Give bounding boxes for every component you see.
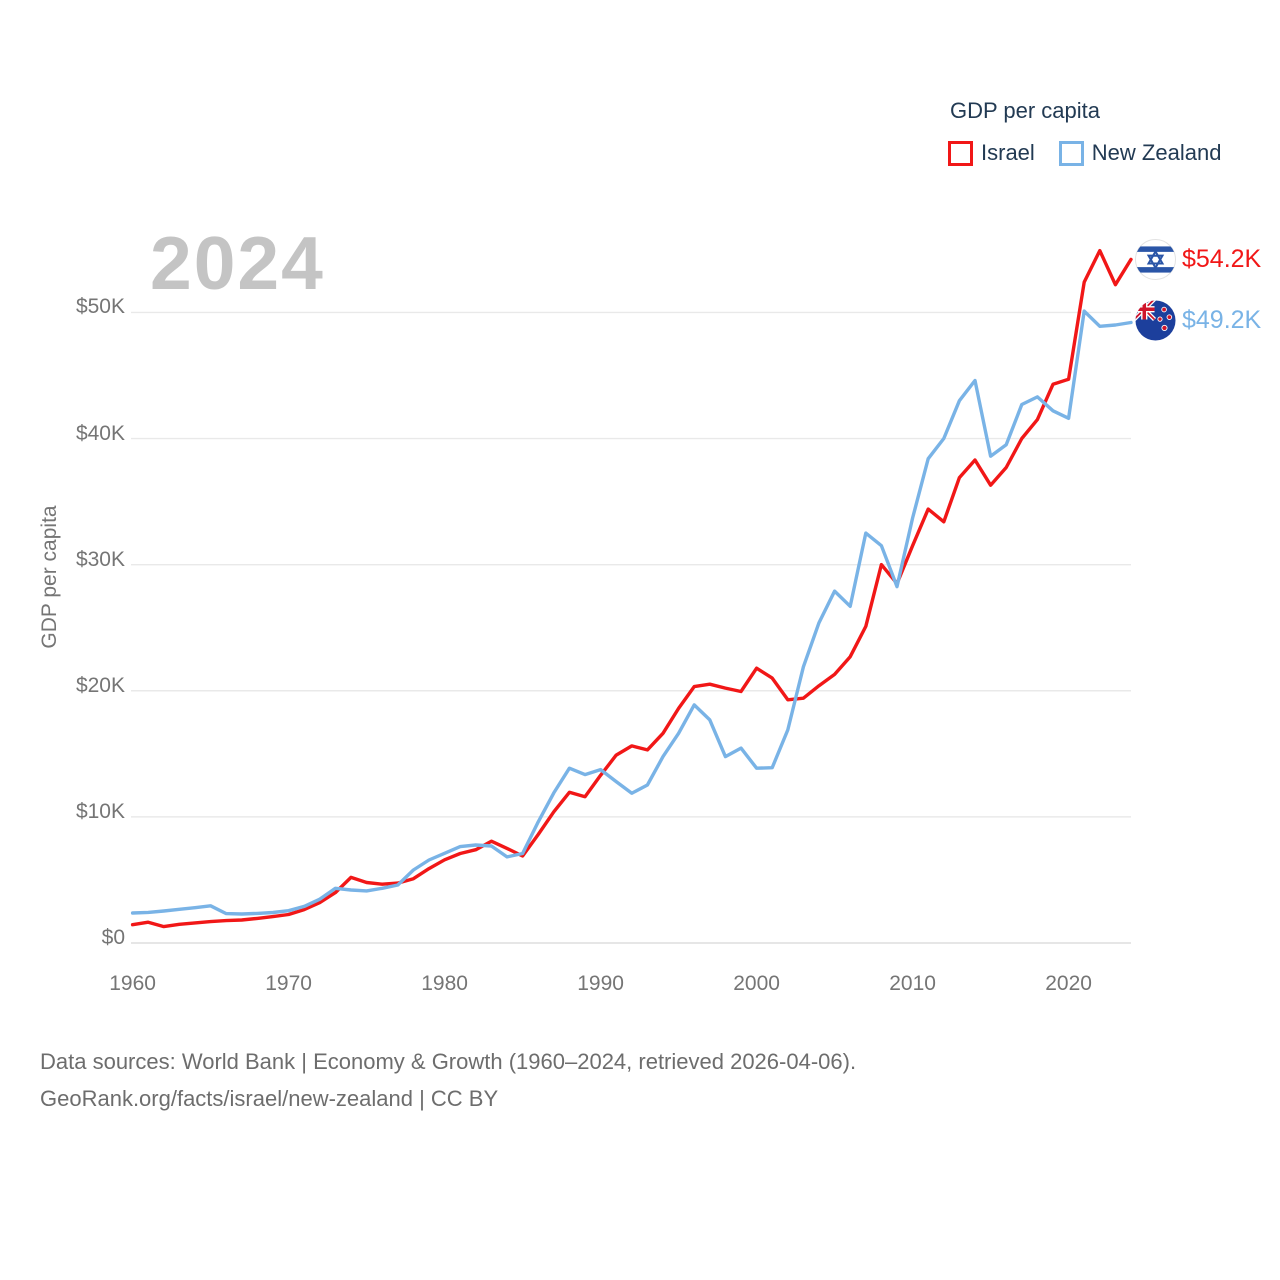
x-tick-label: 1960 <box>109 972 156 995</box>
legend-title: GDP per capita <box>950 98 1101 123</box>
x-tick-label: 1970 <box>265 972 312 995</box>
new-zealand-series-swatch-icon <box>1058 140 1084 166</box>
israel-end-label: $54.2K <box>1135 238 1261 280</box>
new-zealand-flag-icon <box>1135 299 1176 341</box>
source-url-line: GeoRank.org/facts/israel/new-zealand | C… <box>40 1086 499 1111</box>
x-tick-label: 1980 <box>421 972 468 995</box>
x-tick-label: 2000 <box>733 972 780 995</box>
legend-item-israel[interactable]: Israel <box>948 140 1035 166</box>
series-line-israel[interactable] <box>130 248 1133 929</box>
y-axis-title: GDP per capita <box>38 505 61 649</box>
series-line-new-zealand[interactable] <box>130 309 1133 916</box>
new-zealand-end-label: $49.2K <box>1135 299 1261 341</box>
legend-item-new-zealand[interactable]: New Zealand <box>1058 140 1222 166</box>
israel-series-swatch-icon <box>948 140 973 166</box>
attribution-footer: Data sources: World Bank | Economy & Gro… <box>40 1043 856 1117</box>
israel-flag-icon <box>1135 238 1176 280</box>
y-tick-label: $10K <box>75 799 125 823</box>
y-tick-label: $0 <box>101 926 125 949</box>
x-tick-label: 2020 <box>1045 972 1092 995</box>
x-tick-label: 1990 <box>577 972 624 995</box>
legend-label-israel: Israel <box>981 140 1035 165</box>
y-tick-label: $20K <box>75 673 125 697</box>
year-watermark: 2024 <box>150 221 325 305</box>
chart-legend: GDP per capita Israel New Zealand <box>948 98 1221 166</box>
y-tick-label: $30K <box>75 547 125 571</box>
y-tick-label: $50K <box>75 295 125 319</box>
y-tick-label: $40K <box>75 421 125 445</box>
israel-end-value: $54.2K <box>1182 244 1262 273</box>
data-sources-line: Data sources: World Bank | Economy & Gro… <box>40 1049 857 1074</box>
new-zealand-end-value: $49.2K <box>1182 305 1262 334</box>
x-tick-label: 2010 <box>889 972 936 995</box>
legend-label-new-zealand: New Zealand <box>1091 140 1222 165</box>
